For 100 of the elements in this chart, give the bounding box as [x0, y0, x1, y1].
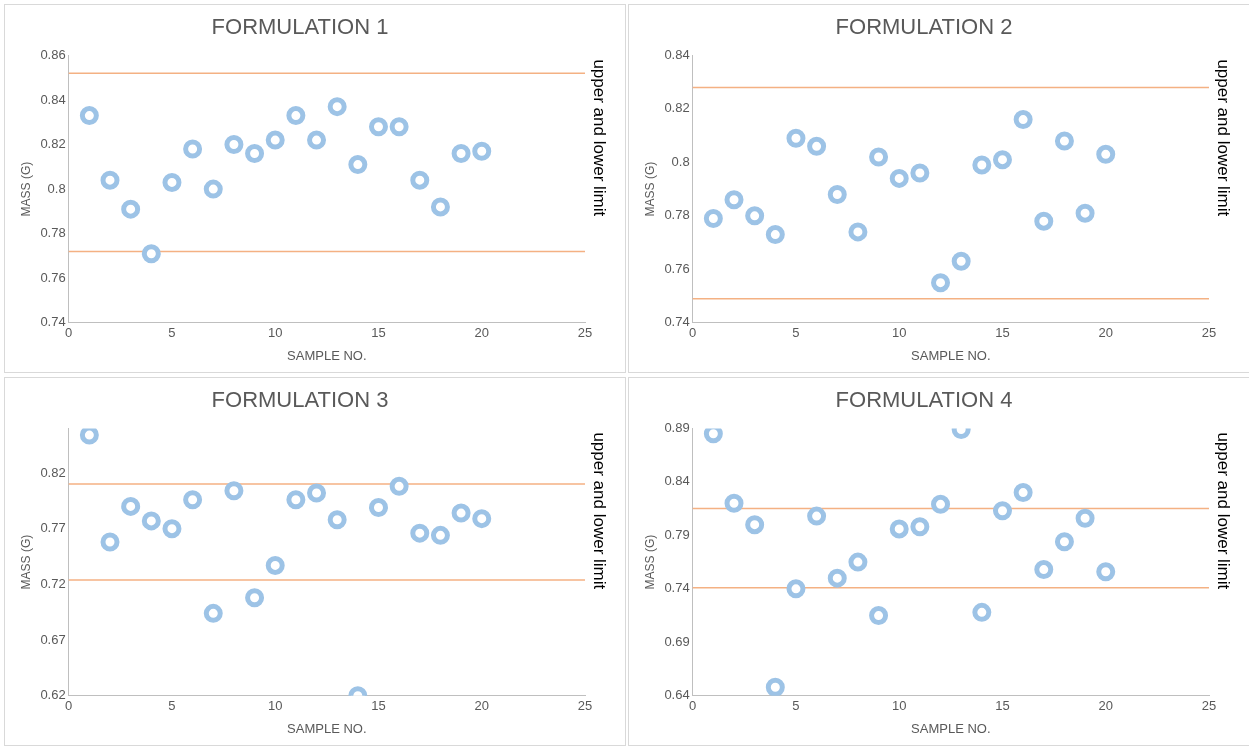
point — [79, 428, 99, 445]
point — [183, 490, 203, 510]
point — [451, 143, 471, 163]
point — [1013, 110, 1033, 130]
point — [141, 511, 161, 531]
point — [265, 555, 285, 575]
point — [389, 117, 409, 137]
point — [162, 519, 182, 539]
y-axis-title: MASS (G) — [18, 161, 33, 217]
point — [472, 141, 492, 161]
point — [141, 244, 161, 264]
point — [765, 225, 785, 245]
x-tick-label: 25 — [577, 698, 593, 714]
point — [745, 515, 765, 535]
y-tick-label: 0.74 — [664, 314, 690, 330]
point — [348, 155, 368, 175]
text: upper and lower limit — [1214, 59, 1234, 217]
point — [410, 170, 430, 190]
y-tick-label: 0.78 — [40, 225, 66, 241]
point — [869, 606, 889, 626]
x-tick-label: 20 — [474, 325, 489, 341]
y-tick-label: 0.89 — [664, 419, 690, 435]
point — [786, 579, 806, 599]
point — [724, 190, 744, 210]
point — [368, 117, 388, 137]
x-tick-label: 10 — [267, 325, 283, 341]
point — [121, 496, 141, 516]
y-tick-label: 0.79 — [664, 526, 690, 542]
y-tick-label: 0.62 — [40, 687, 66, 703]
point — [430, 525, 450, 545]
point — [1096, 562, 1116, 582]
point — [848, 222, 868, 242]
point — [224, 135, 244, 155]
x-tick-label: 15 — [371, 325, 386, 341]
chart-title: FORMULATION 1 — [211, 14, 389, 40]
point — [327, 97, 347, 117]
point — [286, 490, 306, 510]
y-tick-label: 0.64 — [664, 687, 690, 703]
point — [1034, 211, 1054, 231]
x-tick-label: 15 — [995, 325, 1010, 341]
point — [100, 532, 120, 552]
x-tick-label: 5 — [792, 325, 800, 341]
x-axis-title: SAMPLE NO. — [911, 347, 991, 363]
x-tick-label: 10 — [267, 698, 283, 714]
point — [972, 155, 992, 175]
x-tick-label: 20 — [1098, 698, 1113, 714]
point — [1075, 508, 1095, 528]
chart-title: FORMULATION 3 — [211, 387, 389, 413]
point — [100, 170, 120, 190]
x-tick-label: 25 — [1201, 325, 1217, 341]
point — [786, 128, 806, 148]
point — [827, 568, 847, 588]
text: upper and lower limit — [590, 59, 610, 217]
point — [848, 552, 868, 572]
point — [745, 206, 765, 226]
point — [1075, 203, 1095, 223]
text: upper and lower limit — [590, 432, 610, 590]
y-axis-title: MASS (G) — [642, 161, 657, 217]
y-tick-label: 0.8 — [671, 153, 690, 169]
point — [869, 147, 889, 167]
point — [1054, 131, 1074, 151]
y-axis-title: MASS (G) — [18, 534, 33, 590]
point — [307, 483, 327, 503]
x-tick-label: 5 — [792, 698, 800, 714]
point — [1034, 560, 1054, 580]
point — [307, 130, 327, 150]
y-tick-label: 0.72 — [40, 575, 66, 591]
y-tick-label: 0.74 — [40, 314, 66, 330]
x-tick-label: 0 — [65, 698, 73, 714]
point — [203, 603, 223, 623]
point — [807, 506, 827, 526]
y-tick-label: 0.86 — [40, 46, 66, 62]
x-tick-label: 0 — [689, 325, 697, 341]
x-tick-label: 10 — [891, 325, 907, 341]
point — [245, 143, 265, 163]
x-axis-title: SAMPLE NO. — [287, 347, 367, 363]
y-tick-label: 0.84 — [664, 46, 690, 62]
x-tick-label: 15 — [371, 698, 386, 714]
point — [1054, 532, 1074, 552]
point — [430, 197, 450, 217]
point — [203, 179, 223, 199]
point — [910, 517, 930, 537]
point — [992, 501, 1012, 521]
point — [889, 168, 909, 188]
y-tick-label: 0.82 — [664, 100, 690, 116]
point — [910, 163, 930, 183]
chart-title: FORMULATION 2 — [835, 14, 1013, 40]
point — [79, 106, 99, 126]
y-tick-label: 0.76 — [664, 260, 690, 276]
point — [121, 199, 141, 219]
point — [972, 602, 992, 622]
point — [1013, 483, 1033, 503]
y-tick-label: 0.77 — [40, 520, 66, 536]
point — [245, 588, 265, 608]
point — [724, 493, 744, 513]
point — [265, 130, 285, 150]
y-tick-label: 0.78 — [664, 207, 690, 223]
x-axis-title: SAMPLE NO. — [911, 720, 991, 736]
point — [765, 677, 785, 696]
y-tick-label: 0.84 — [40, 91, 66, 107]
